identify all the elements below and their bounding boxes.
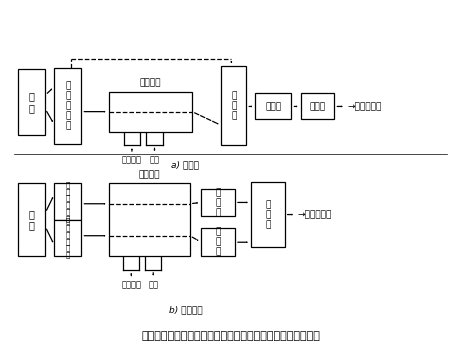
- Text: →指示記録計: →指示記録計: [297, 210, 332, 219]
- Text: 分
光
器: 分 光 器: [231, 91, 236, 120]
- Text: 測
光
部: 測 光 部: [215, 228, 221, 257]
- Text: 排出: 排出: [148, 280, 158, 289]
- Text: 試料ガス: 試料ガス: [122, 156, 142, 165]
- Bar: [108, 184, 190, 256]
- Bar: [108, 92, 192, 132]
- Text: 回
転
セ
ク
タ: 回 転 セ ク タ: [65, 81, 71, 130]
- Text: →指示記録計: →指示記録計: [347, 102, 381, 111]
- Text: 排出: 排出: [149, 156, 160, 165]
- Text: 図７　紫外線吸収法による大気中二酸化硫黄計測器の構成例: 図７ 紫外線吸収法による大気中二酸化硫黄計測器の構成例: [141, 331, 320, 341]
- Text: 光
学
フ
ィ
ル
タ: 光 学 フ ィ ル タ: [65, 217, 70, 258]
- Text: b) 非分散形: b) 非分散形: [169, 305, 202, 314]
- Bar: [201, 189, 235, 216]
- Text: 増幅器: 増幅器: [309, 102, 325, 111]
- Text: 試料セル: 試料セル: [140, 79, 161, 88]
- Bar: [54, 220, 82, 256]
- Bar: [255, 94, 291, 119]
- Text: 測光部: 測光部: [266, 102, 282, 111]
- Bar: [221, 66, 246, 145]
- Bar: [301, 94, 334, 119]
- Text: 光
源: 光 源: [29, 91, 35, 113]
- Bar: [18, 69, 45, 135]
- Bar: [201, 228, 235, 256]
- Text: 光
源: 光 源: [29, 209, 35, 231]
- Bar: [54, 184, 82, 220]
- Text: 試料ガス: 試料ガス: [121, 280, 141, 289]
- Bar: [54, 67, 82, 144]
- Bar: [18, 184, 45, 256]
- Bar: [251, 182, 285, 247]
- Text: 増
幅
器: 増 幅 器: [265, 200, 271, 229]
- Text: 測
光
部: 測 光 部: [215, 188, 221, 217]
- Text: 試料セル: 試料セル: [138, 170, 160, 179]
- Text: a) 分散形: a) 分散形: [171, 160, 199, 169]
- Text: 光
学
フ
ィ
ル
タ: 光 学 フ ィ ル タ: [65, 181, 70, 222]
